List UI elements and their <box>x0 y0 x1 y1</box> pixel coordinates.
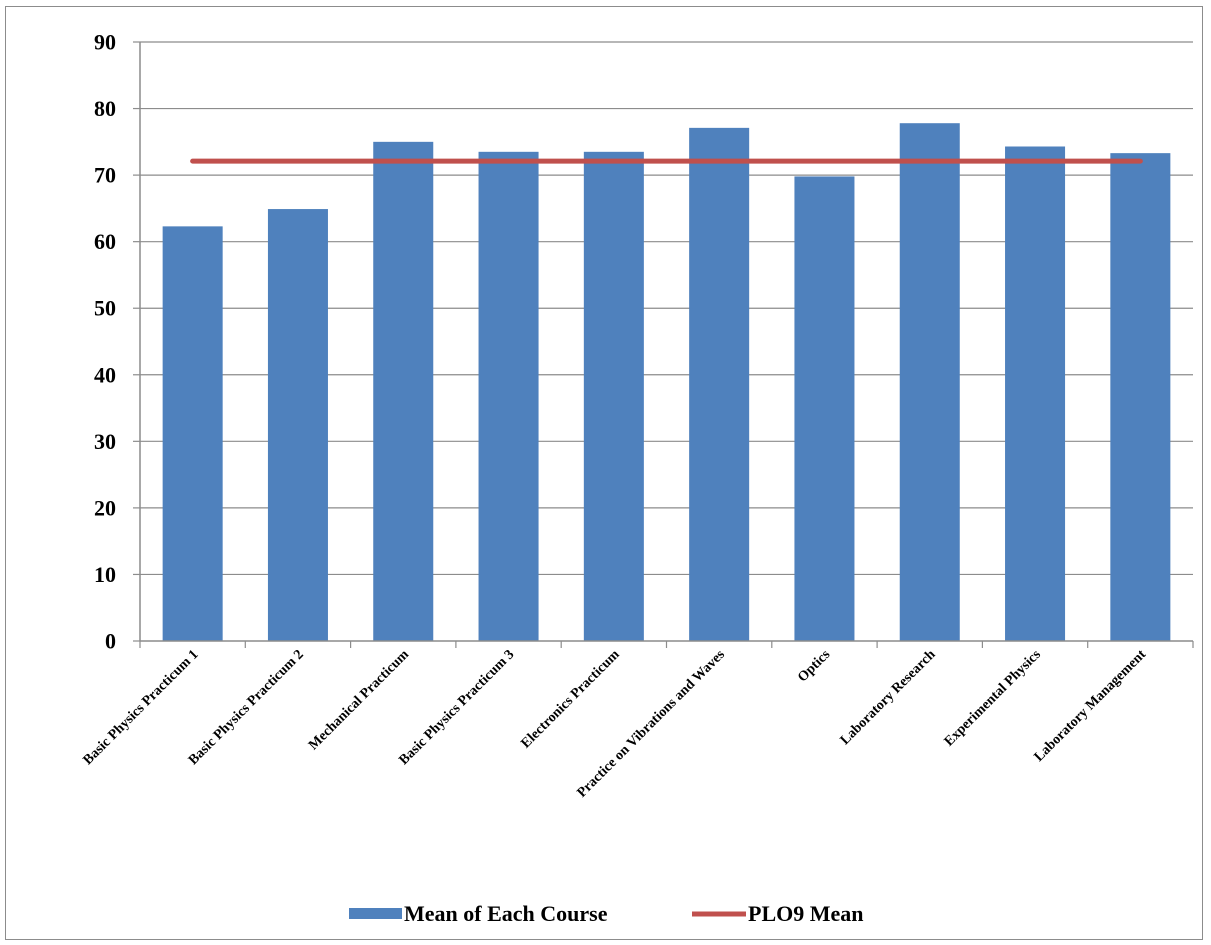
y-tick-label: 80 <box>94 96 116 121</box>
y-tick-label: 0 <box>105 629 116 654</box>
bar <box>162 226 223 641</box>
y-axis-tick-labels: 0 10 20 30 40 50 60 70 80 90 <box>94 30 116 654</box>
x-axis-ticks <box>139 641 1194 648</box>
x-category-label: Laboratory Research <box>838 647 939 748</box>
bar <box>1005 146 1066 641</box>
y-tick-label: 40 <box>94 362 116 387</box>
bar-series <box>162 123 1171 642</box>
bar <box>1110 153 1171 642</box>
bar <box>899 123 960 642</box>
y-tick-label: 50 <box>94 296 116 321</box>
x-category-label: Mechanical Practicum <box>306 647 412 753</box>
bar <box>794 176 855 642</box>
bar <box>689 127 750 641</box>
y-tick-label: 30 <box>94 429 116 454</box>
x-category-label: Basic Physics Practicum 1 <box>81 647 202 768</box>
y-tick-label: 70 <box>94 163 116 188</box>
bar <box>478 151 539 642</box>
bar <box>583 151 644 642</box>
x-category-label: Electronics Practicum <box>519 647 623 751</box>
y-tick-label: 20 <box>94 495 116 520</box>
y-tick-label: 10 <box>94 562 116 587</box>
x-category-label: Laboratory Management <box>1032 647 1150 765</box>
legend-swatch-bars <box>349 908 402 919</box>
x-category-label: Basic Physics Practicum 3 <box>397 647 518 768</box>
y-tick-label: 90 <box>94 30 116 55</box>
bar <box>267 209 328 641</box>
legend-label-bars: Mean of Each Course <box>404 901 608 926</box>
bar <box>373 141 434 642</box>
legend-label-line: PLO9 Mean <box>748 901 864 926</box>
x-category-label: Basic Physics Practicum 2 <box>186 647 307 768</box>
y-tick-label: 60 <box>94 229 116 254</box>
x-category-label: Optics <box>795 647 833 685</box>
x-category-label: Experimental Physics <box>942 647 1045 750</box>
legend: Mean of Each Course PLO9 Mean <box>349 901 864 926</box>
